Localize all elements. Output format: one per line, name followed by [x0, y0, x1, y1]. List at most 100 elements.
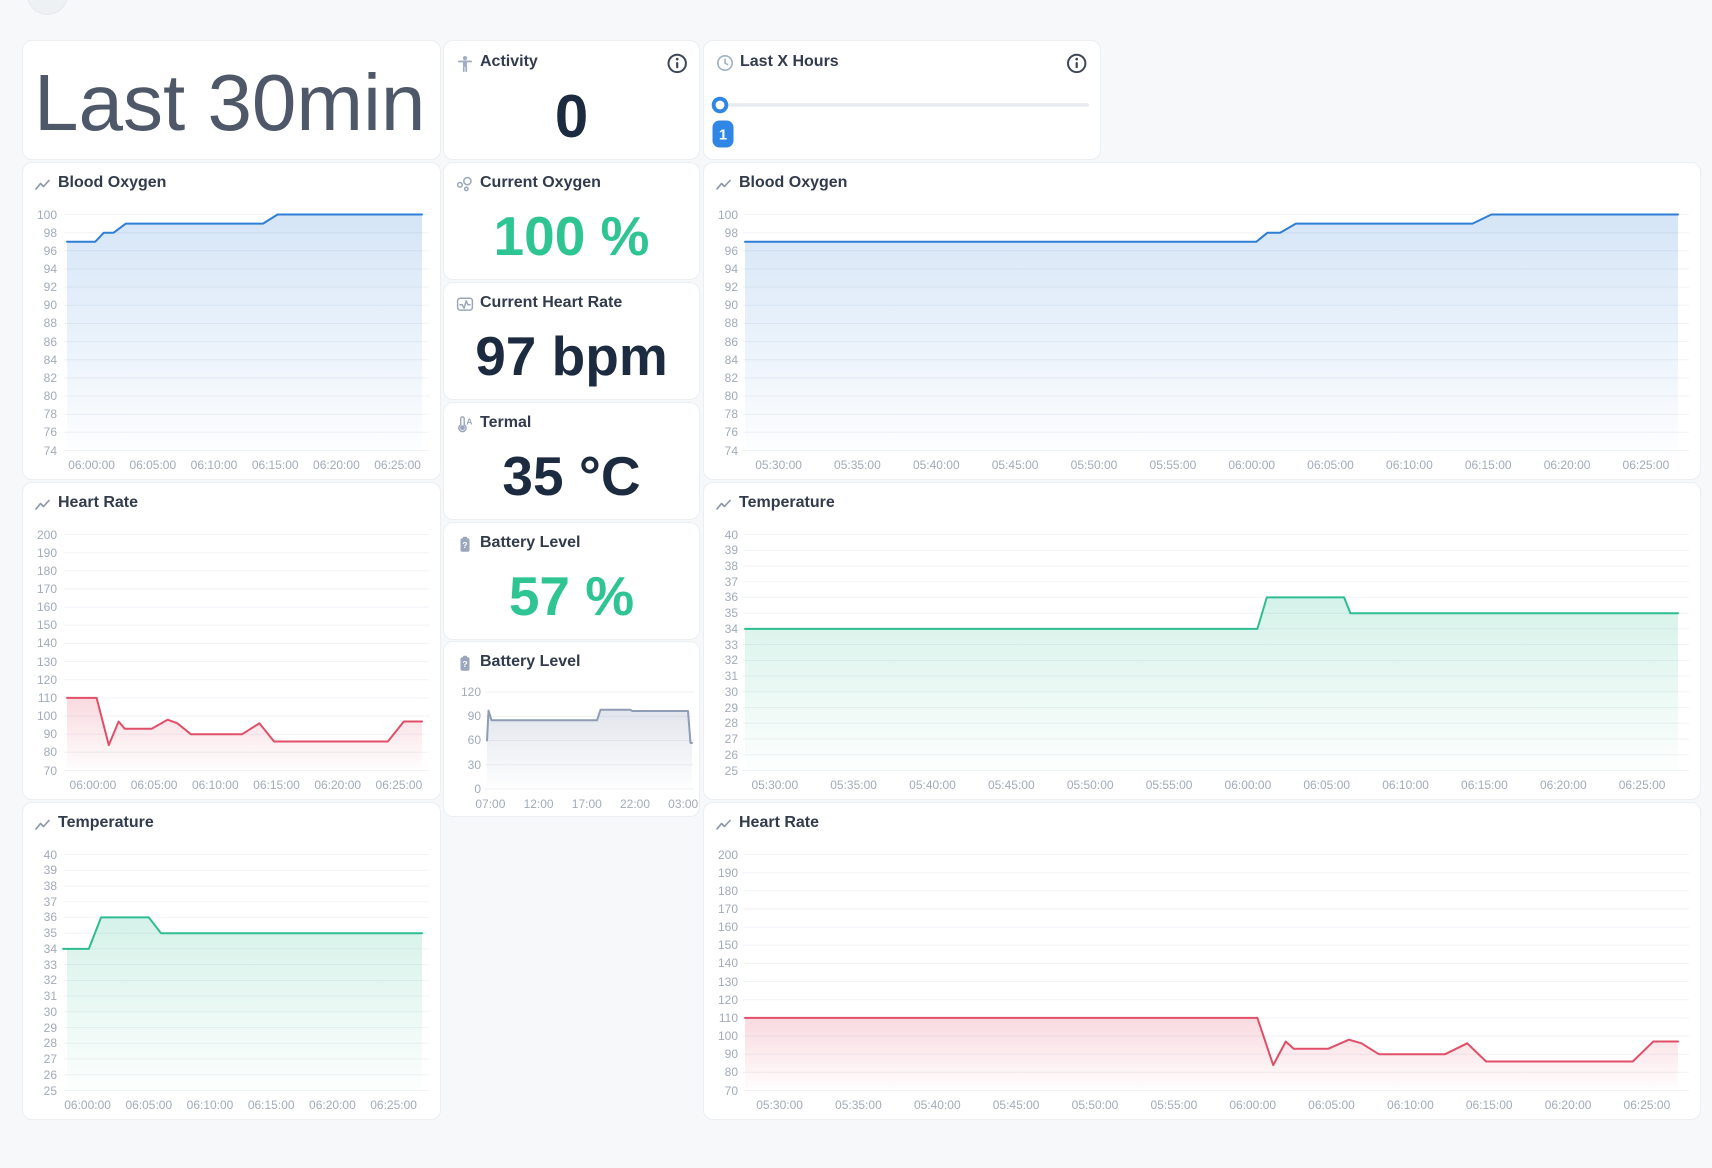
- svg-text:130: 130: [718, 975, 738, 989]
- svg-text:06:25:00: 06:25:00: [370, 1098, 417, 1112]
- svg-text:120: 120: [461, 685, 481, 699]
- svg-text:28: 28: [725, 716, 739, 730]
- svg-text:74: 74: [725, 444, 739, 458]
- svg-text:05:40:00: 05:40:00: [909, 778, 956, 792]
- svg-text:06:20:00: 06:20:00: [1540, 778, 1587, 792]
- svg-text:84: 84: [44, 353, 58, 367]
- svg-text:88: 88: [725, 316, 739, 330]
- svg-text:160: 160: [718, 920, 738, 934]
- svg-text:28: 28: [44, 1036, 58, 1050]
- svg-text:100: 100: [37, 709, 57, 723]
- svg-text:82: 82: [44, 371, 58, 385]
- svg-text:06:10:00: 06:10:00: [191, 458, 238, 472]
- svg-text:70: 70: [725, 1084, 739, 1098]
- svg-text:80: 80: [725, 389, 739, 403]
- svg-text:76: 76: [44, 425, 58, 439]
- svg-text:120: 120: [37, 673, 57, 687]
- svg-text:29: 29: [725, 701, 739, 715]
- svg-text:06:25:00: 06:25:00: [1619, 778, 1666, 792]
- svg-text:38: 38: [725, 559, 739, 573]
- svg-text:150: 150: [37, 618, 57, 632]
- svg-text:34: 34: [725, 622, 739, 636]
- svg-text:06:20:00: 06:20:00: [1545, 1098, 1592, 1112]
- svg-text:05:40:00: 05:40:00: [913, 458, 960, 472]
- svg-text:86: 86: [44, 335, 58, 349]
- svg-text:60: 60: [468, 733, 482, 747]
- svg-text:30: 30: [725, 685, 739, 699]
- svg-text:05:45:00: 05:45:00: [993, 1098, 1040, 1112]
- svg-text:160: 160: [37, 600, 57, 614]
- svg-text:200: 200: [718, 848, 738, 862]
- svg-text:27: 27: [44, 1052, 58, 1066]
- svg-text:170: 170: [37, 582, 57, 596]
- svg-text:06:05:00: 06:05:00: [125, 1098, 172, 1112]
- svg-text:12:00: 12:00: [524, 797, 554, 811]
- svg-text:96: 96: [44, 244, 58, 258]
- svg-text:26: 26: [44, 1068, 58, 1082]
- svg-text:06:00:00: 06:00:00: [1229, 1098, 1276, 1112]
- svg-text:70: 70: [44, 764, 58, 778]
- svg-text:100: 100: [718, 208, 738, 222]
- svg-text:130: 130: [37, 655, 57, 669]
- svg-text:100: 100: [37, 208, 57, 222]
- svg-text:92: 92: [725, 280, 739, 294]
- svg-text:06:15:00: 06:15:00: [252, 458, 299, 472]
- svg-text:78: 78: [725, 407, 739, 421]
- svg-text:05:30:00: 05:30:00: [756, 1098, 803, 1112]
- svg-text:200: 200: [37, 528, 57, 542]
- svg-text:76: 76: [725, 425, 739, 439]
- svg-text:05:30:00: 05:30:00: [751, 778, 798, 792]
- svg-text:84: 84: [725, 353, 739, 367]
- svg-text:38: 38: [44, 879, 58, 893]
- svg-text:120: 120: [718, 993, 738, 1007]
- svg-text:30: 30: [44, 1005, 58, 1019]
- svg-text:35: 35: [44, 926, 58, 940]
- svg-text:06:00:00: 06:00:00: [70, 778, 117, 792]
- svg-text:94: 94: [725, 262, 739, 276]
- svg-text:17:00: 17:00: [572, 797, 602, 811]
- svg-text:06:10:00: 06:10:00: [192, 778, 239, 792]
- svg-text:05:35:00: 05:35:00: [834, 458, 881, 472]
- svg-text:06:15:00: 06:15:00: [1465, 458, 1512, 472]
- svg-text:05:50:00: 05:50:00: [1072, 1098, 1119, 1112]
- svg-text:A: A: [466, 416, 472, 426]
- svg-text:150: 150: [718, 938, 738, 952]
- svg-text:190: 190: [718, 866, 738, 880]
- svg-text:78: 78: [44, 407, 58, 421]
- svg-text:31: 31: [725, 669, 739, 683]
- svg-text:05:55:00: 05:55:00: [1150, 458, 1197, 472]
- svg-text:06:15:00: 06:15:00: [1466, 1098, 1513, 1112]
- svg-text:05:35:00: 05:35:00: [835, 1098, 882, 1112]
- svg-text:25: 25: [725, 764, 739, 778]
- svg-text:26: 26: [725, 748, 739, 762]
- svg-text:22:00: 22:00: [620, 797, 650, 811]
- svg-text:06:05:00: 06:05:00: [1307, 458, 1354, 472]
- svg-text:74: 74: [44, 444, 58, 458]
- svg-text:100: 100: [718, 1029, 738, 1043]
- svg-text:?: ?: [462, 659, 467, 669]
- svg-text:80: 80: [44, 389, 58, 403]
- svg-text:06:10:00: 06:10:00: [1386, 458, 1433, 472]
- svg-text:05:30:00: 05:30:00: [755, 458, 802, 472]
- svg-text:36: 36: [725, 590, 739, 604]
- svg-text:30: 30: [468, 758, 482, 772]
- svg-text:05:50:00: 05:50:00: [1071, 458, 1118, 472]
- svg-text:06:15:00: 06:15:00: [1461, 778, 1508, 792]
- svg-text:32: 32: [725, 653, 739, 667]
- svg-text:06:00:00: 06:00:00: [64, 1098, 111, 1112]
- svg-text:06:25:00: 06:25:00: [1623, 458, 1670, 472]
- svg-text:06:05:00: 06:05:00: [129, 458, 176, 472]
- svg-text:94: 94: [44, 262, 58, 276]
- svg-text:05:35:00: 05:35:00: [830, 778, 877, 792]
- svg-text:98: 98: [725, 226, 739, 240]
- svg-text:40: 40: [725, 528, 739, 542]
- svg-text:05:40:00: 05:40:00: [914, 1098, 961, 1112]
- svg-text:96: 96: [725, 244, 739, 258]
- svg-text:98: 98: [44, 226, 58, 240]
- svg-text:92: 92: [44, 280, 58, 294]
- svg-text:140: 140: [718, 956, 738, 970]
- svg-text:25: 25: [44, 1084, 58, 1098]
- svg-text:90: 90: [468, 709, 482, 723]
- svg-text:39: 39: [725, 543, 739, 557]
- svg-text:110: 110: [719, 1011, 738, 1025]
